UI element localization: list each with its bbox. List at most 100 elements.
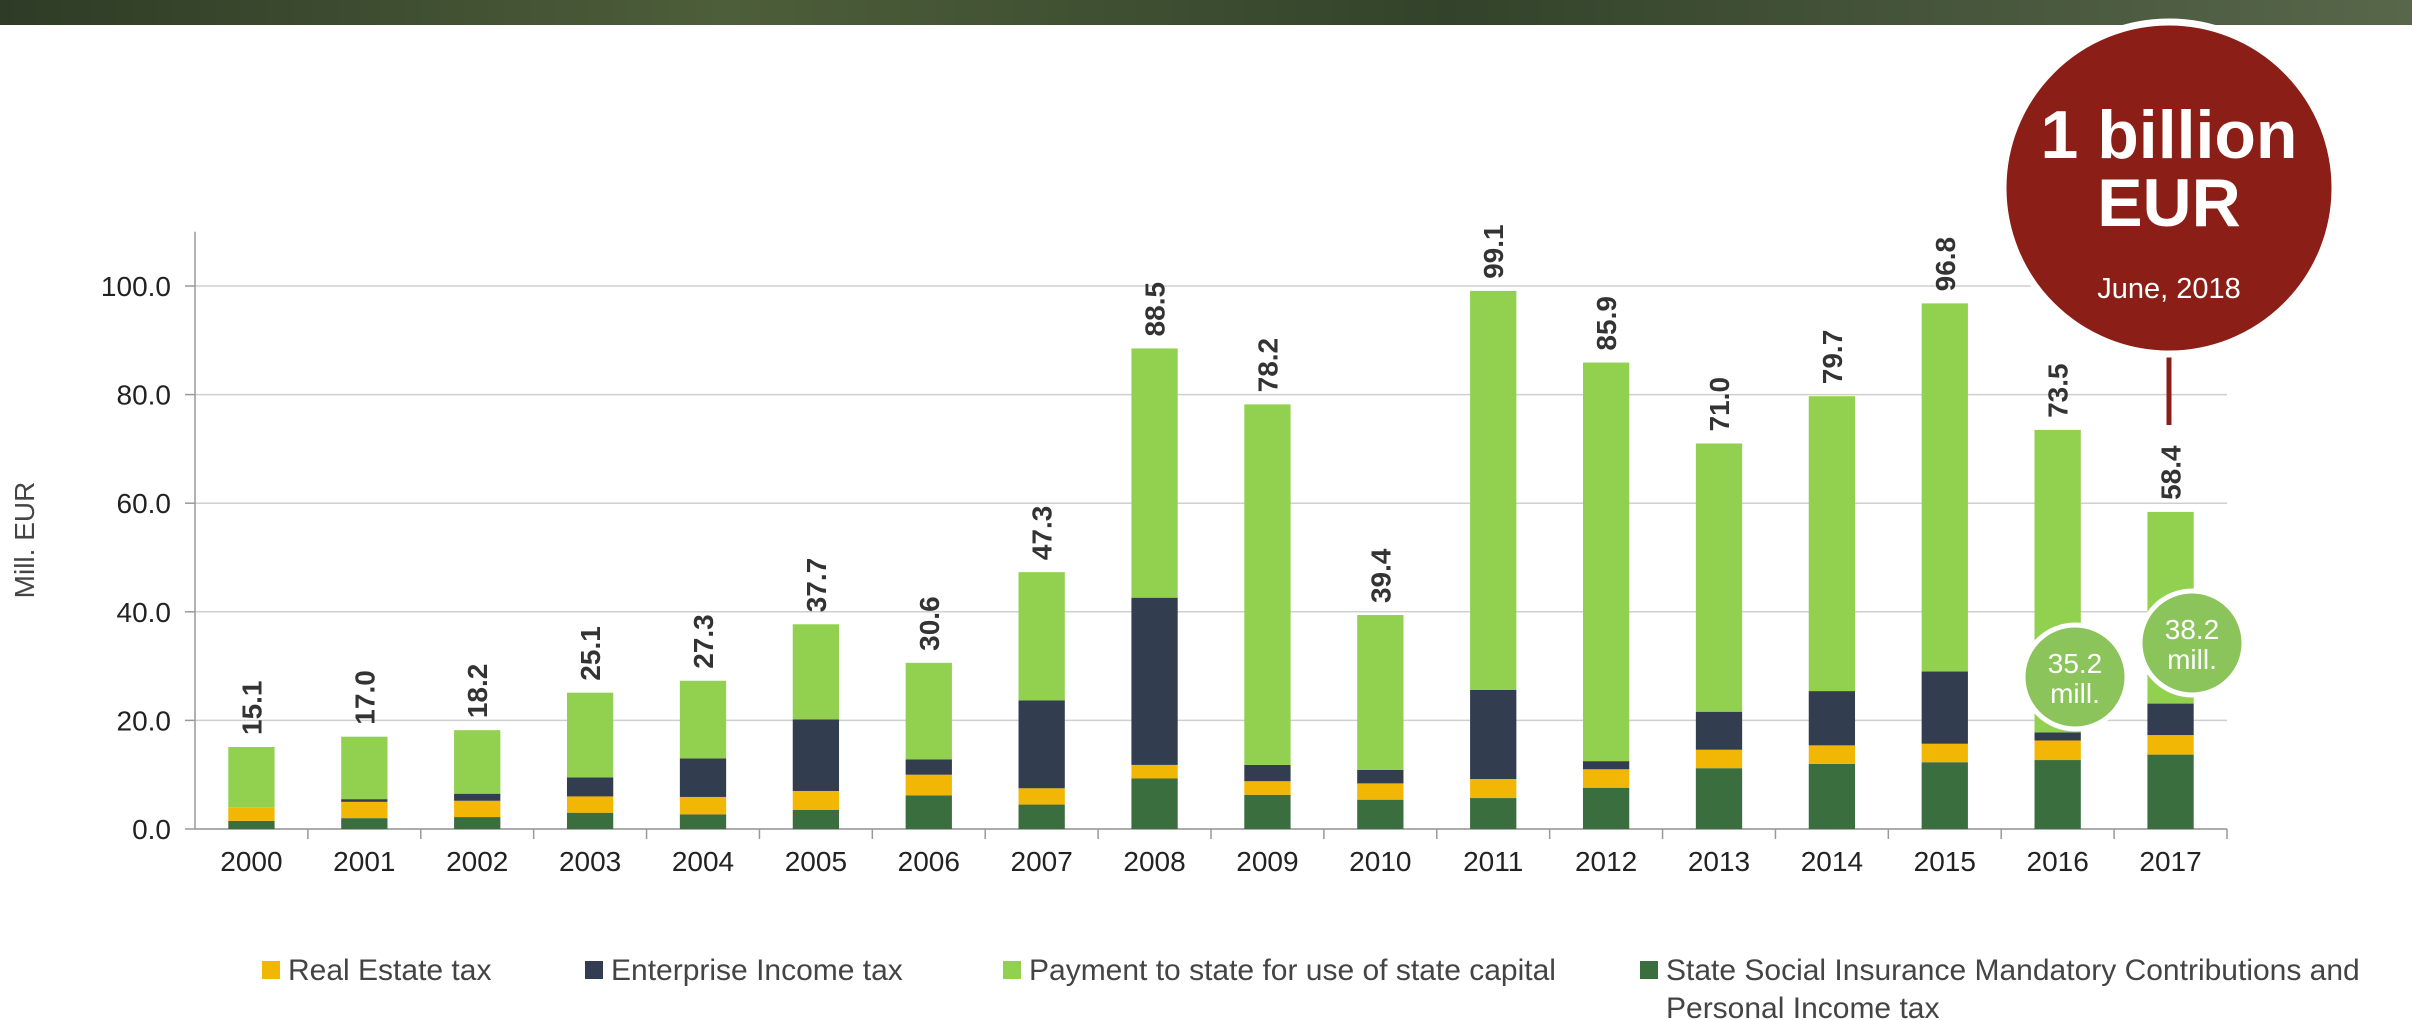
y-tick-label: 0.0 [132, 814, 171, 845]
bar-segment [792, 719, 840, 791]
bar-segment [341, 818, 388, 829]
bar-segment [1244, 794, 1291, 829]
bar-segment [1131, 597, 1178, 765]
bubble-line: 35.2 [2048, 648, 2103, 679]
x-tick-label: 2010 [1349, 846, 1411, 877]
legend-item: Payment to state for use of state capita… [1003, 952, 1623, 990]
x-tick-label: 2005 [785, 846, 847, 877]
bar-segment [1808, 691, 1856, 746]
legend-label: State Social Insurance Mandatory Contrib… [1666, 954, 2360, 1020]
x-tick-label: 2012 [1575, 846, 1637, 877]
x-tick-label: 2015 [1914, 846, 1976, 877]
bar-segment [1808, 745, 1856, 764]
headline-badge [1999, 18, 2339, 358]
legend-swatch [585, 961, 603, 979]
bar-segment [905, 662, 952, 760]
bar-segment [1018, 700, 1065, 789]
legend-swatch [1640, 961, 1658, 979]
y-tick-label: 60.0 [117, 488, 172, 519]
y-tick-label: 80.0 [117, 380, 172, 411]
bar-segment [1921, 762, 1968, 829]
total-label: 85.9 [1591, 296, 1622, 351]
x-tick-label: 2017 [2139, 846, 2201, 877]
total-label: 30.6 [914, 596, 945, 651]
x-tick-label: 2003 [559, 846, 621, 877]
bar-segment [1470, 290, 1517, 690]
bubble-line: 38.2 [2165, 614, 2220, 645]
total-label: 71.0 [1704, 377, 1735, 432]
x-tick-label: 2007 [1011, 846, 1073, 877]
bubble-label: 38.2 mill. [2165, 614, 2220, 675]
bar-segment [454, 800, 501, 818]
value-bubble [2020, 622, 2130, 732]
bar-segment [679, 758, 727, 797]
legend-item: Real Estate tax [262, 952, 562, 990]
bar-segment [1244, 764, 1291, 782]
bar-segment [228, 820, 275, 829]
bar-segment [1131, 764, 1178, 779]
total-label: 78.2 [1252, 338, 1283, 393]
total-label: 99.1 [1478, 224, 1509, 279]
bar-segment [1470, 779, 1517, 799]
x-tick-label: 2006 [898, 846, 960, 877]
bar-segment [1018, 788, 1065, 805]
total-label: 73.5 [2043, 363, 2074, 418]
x-tick-label: 2014 [1801, 846, 1863, 877]
total-label: 58.4 [2156, 445, 2187, 500]
bar-segment [792, 809, 840, 829]
header-photo [0, 0, 2412, 25]
total-label: 15.1 [236, 681, 267, 736]
bar-segment [1582, 787, 1630, 829]
headline-line: EUR [2097, 165, 2241, 241]
bar-segment [2147, 735, 2194, 755]
bar-segment [1695, 768, 1743, 829]
bar-segment [905, 774, 952, 796]
bar-segment [341, 736, 388, 800]
total-label: 25.1 [575, 626, 606, 681]
total-label: 17.0 [349, 670, 380, 725]
bar-segment [566, 777, 614, 797]
total-label: 79.7 [1817, 330, 1848, 385]
x-tick-label: 2000 [220, 846, 282, 877]
bar-segment [2034, 760, 2081, 829]
legend-label: Enterprise Income tax [611, 954, 903, 987]
bar-segment [2034, 740, 2081, 761]
bar-segment [1808, 396, 1856, 692]
legend-label: Payment to state for use of state capita… [1029, 954, 1556, 987]
total-label: 88.5 [1140, 282, 1171, 337]
bar-segment [566, 812, 614, 829]
bar-segment [1470, 689, 1517, 780]
x-tick-label: 2001 [333, 846, 395, 877]
legend-label: Real Estate tax [288, 954, 492, 987]
bar-segment [679, 814, 727, 829]
bar-segment [792, 790, 840, 810]
total-label: 18.2 [462, 664, 493, 719]
total-label: 47.3 [1027, 506, 1058, 561]
bar-segment [679, 796, 727, 815]
total-label: 96.8 [1930, 237, 1961, 292]
bar-segment [1244, 404, 1291, 765]
bar-segment [679, 680, 727, 759]
x-tick-label: 2016 [2027, 846, 2089, 877]
bar-segment [1921, 743, 1968, 763]
chart: Mill. EUR 0.0 20.0 40.0 60.0 80.0 100.0 2000 15… [0, 0, 2412, 877]
bar-segment [1695, 443, 1743, 712]
bar-segment [1921, 671, 1968, 744]
bubble-line: mill. [2050, 678, 2100, 709]
bar-segment [1357, 799, 1404, 829]
x-tick-label: 2008 [1123, 846, 1185, 877]
x-tick-label: 2002 [446, 846, 508, 877]
bar-segment [1695, 749, 1743, 769]
total-label: 37.7 [801, 558, 832, 613]
bar-segment [2147, 754, 2194, 829]
bar-segment [1470, 798, 1517, 829]
bar-segment [454, 730, 501, 794]
bar-segment [1244, 781, 1291, 795]
bar-segment [454, 793, 501, 801]
bar-segment [1582, 761, 1630, 770]
y-tick-label: 40.0 [117, 597, 172, 628]
value-bubble [2137, 588, 2247, 698]
y-tick-label: 20.0 [117, 705, 172, 736]
bar-segment [1357, 783, 1404, 800]
